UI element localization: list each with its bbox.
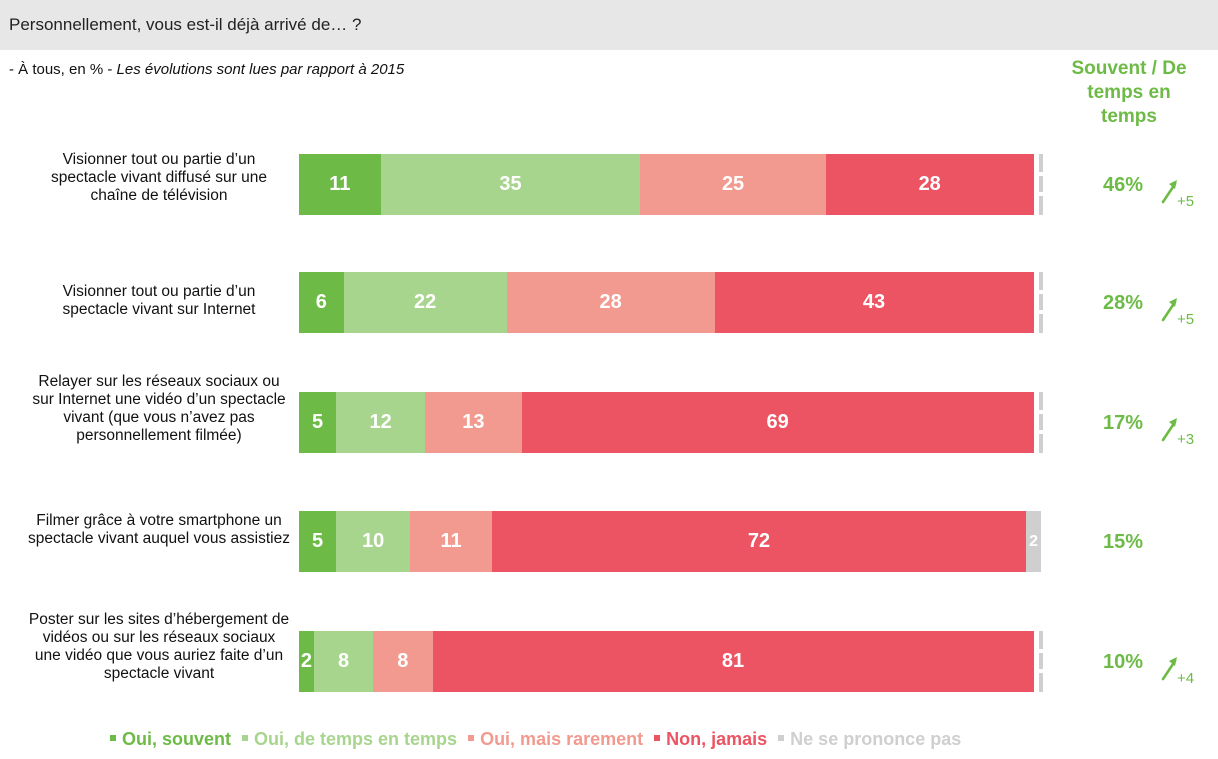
total-value: 10% [1103, 651, 1144, 673]
bar-value-label: 28 [918, 173, 941, 195]
bar-value-label: 8 [397, 650, 409, 672]
bar-value-label: 35 [499, 173, 522, 195]
chart-title: Personnellement, vous est-il déjà arrivé… [0, 0, 1218, 50]
bar-segment: 28 [506, 272, 718, 333]
legend-label: Non, jamais [666, 729, 768, 749]
bar-segment-nsp [1039, 154, 1044, 215]
subtitle-italic: Les évolutions sont lues par rapport à 2… [116, 61, 405, 78]
bar-segment: 11 [299, 154, 384, 215]
chart-subtitle: - À tous, en % - Les évolutions sont lue… [9, 61, 404, 78]
legend-label: Ne se prononce pas [790, 729, 962, 749]
bar-value-label: 28 [599, 291, 622, 313]
bar-value-label: 11 [329, 173, 351, 195]
bar-value-label: 6 [315, 291, 327, 313]
trend-delta: +3 [1177, 431, 1195, 448]
bar-value-label: 5 [311, 530, 324, 552]
bar-segment: 22 [343, 272, 510, 333]
subtitle-prefix: - À tous, en % - [9, 61, 117, 78]
legend: Oui, souvent Oui, de temps en temps Oui, m… [110, 729, 972, 750]
legend-swatch [654, 735, 661, 742]
bar-value-label: 2 [1029, 532, 1039, 550]
bar-value-label: 13 [462, 411, 485, 433]
bar-segment: 5 [299, 392, 340, 453]
bar-segment: 6 [299, 272, 347, 333]
bar-segment-nsp [1039, 631, 1044, 692]
bar-segment-nsp [1039, 392, 1044, 453]
trend-delta: +5 [1177, 193, 1195, 210]
legend-item: Oui, de temps en temps [242, 729, 457, 750]
bar-segment: 25 [640, 154, 829, 215]
legend-label: Oui, de temps en temps [254, 729, 458, 749]
legend-item: Non, jamais [654, 729, 767, 750]
row-label: Relayer sur les réseaux sociaux ou sur I… [32, 373, 286, 444]
bar-segment: 10 [336, 511, 414, 572]
trend-delta: +4 [1177, 670, 1195, 687]
bar-row: 5 12 13 69 [299, 392, 1049, 453]
bar-row: 5 10 11 72 2 [299, 511, 1049, 572]
bar-value-label: 12 [369, 411, 392, 433]
legend-item: Oui, mais rarement [468, 729, 643, 750]
bar-row: 11 35 25 28 [299, 154, 1049, 215]
total-value: 15% [1103, 531, 1144, 553]
row-label: Visionner tout ou partie d’un spectacle … [62, 283, 256, 318]
bar-segment: 5 [299, 511, 340, 572]
bar-segment: 35 [380, 154, 644, 215]
bar-segment: 2 [1026, 511, 1041, 572]
total-value: 17% [1103, 412, 1144, 434]
trend-up-icon: +5 [1160, 297, 1206, 328]
row-label: Filmer grâce à votre smartphone un spect… [28, 512, 290, 547]
bar-segment: 69 [521, 392, 1037, 453]
row-label: Poster sur les sites d’hébergement de vi… [28, 611, 290, 682]
bar-value-label: 10 [362, 530, 385, 552]
bar-segment: 43 [714, 272, 1037, 333]
bar-segment: 8 [313, 631, 377, 692]
trend-delta: +5 [1177, 311, 1195, 328]
bar-value-label: 81 [721, 650, 745, 672]
trend-up-icon: +5 [1160, 179, 1206, 210]
bar-segment: 8 [373, 631, 436, 692]
bar-value-label: 25 [721, 173, 745, 195]
bar-value-label: 72 [747, 530, 771, 552]
legend-swatch [242, 735, 249, 742]
total-column-header: Souvent / De temps en temps [1071, 58, 1187, 127]
bar-value-label: 8 [337, 650, 350, 672]
bar-value-label: 43 [862, 291, 886, 313]
legend-swatch [468, 735, 475, 742]
legend-item: Ne se prononce pas [778, 729, 961, 750]
bar-segment: 72 [491, 511, 1030, 572]
bar-value-label: 11 [440, 530, 462, 552]
bar-value-label: 69 [766, 411, 789, 433]
total-value: 28% [1103, 292, 1144, 314]
total-value: 46% [1103, 174, 1144, 196]
legend-label: Oui, souvent [122, 729, 232, 749]
bar-value-label: 5 [311, 411, 324, 433]
legend-swatch [110, 735, 116, 742]
bar-segment: 28 [825, 154, 1037, 215]
row-label: Visionner tout ou partie d’un spectacle … [51, 151, 267, 204]
bar-row: 2 8 8 81 [299, 631, 1049, 692]
bar-segment: 13 [425, 392, 525, 453]
bar-row: 6 22 28 43 [299, 272, 1049, 333]
legend-item: Oui, souvent [110, 729, 231, 750]
bar-segment: 12 [336, 392, 429, 453]
bar-segment: 81 [432, 631, 1037, 692]
legend-label: Oui, mais rarement [480, 729, 644, 749]
legend-swatch [778, 735, 785, 742]
bar-value-label: 22 [414, 291, 437, 313]
bar-segment-nsp [1039, 272, 1044, 333]
bar-value-label: 2 [300, 650, 312, 672]
bar-segment: 11 [410, 511, 495, 572]
trend-up-icon: +3 [1160, 417, 1206, 448]
trend-up-icon: +4 [1160, 656, 1206, 687]
